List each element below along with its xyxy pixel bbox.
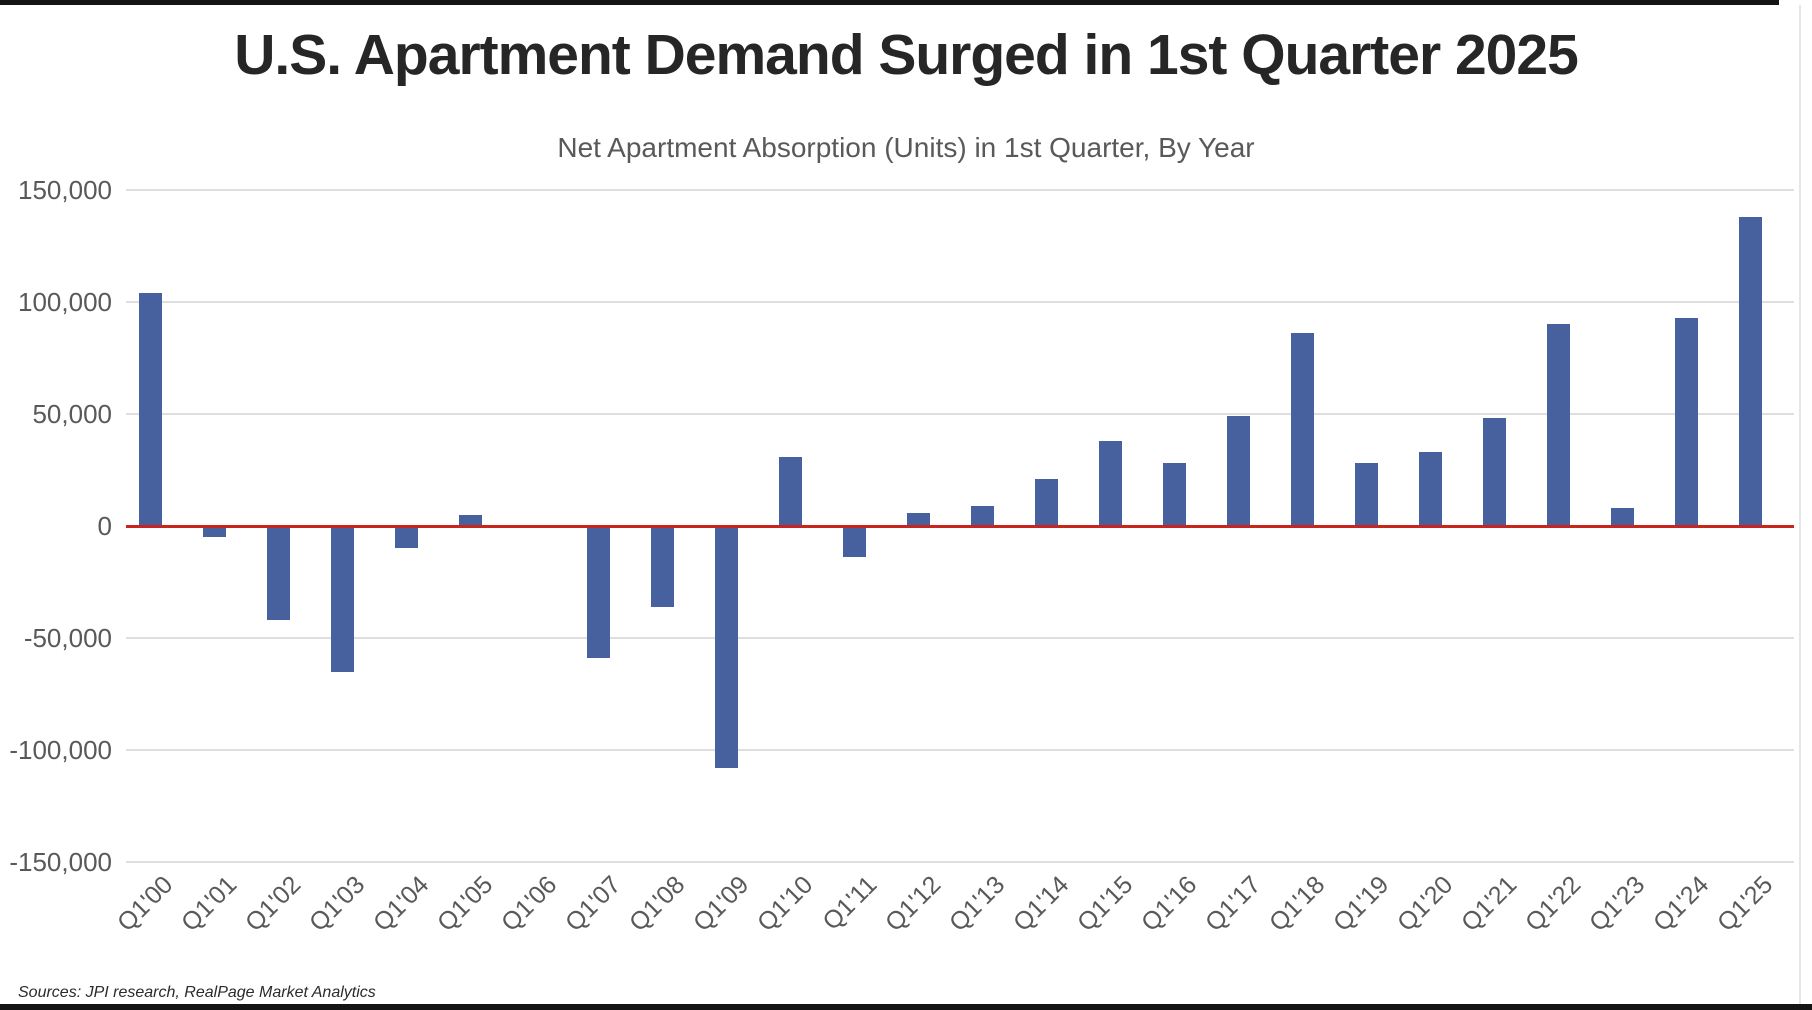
- x-axis-label-q1-15: Q1'15: [1071, 870, 1139, 938]
- bar-q1-11: [842, 526, 866, 558]
- x-axis-label-q1-06: Q1'06: [495, 870, 563, 938]
- y-axis-label-50000: 50,000: [32, 399, 112, 429]
- bar-q1-09: [714, 526, 738, 768]
- bar-q1-07: [586, 526, 610, 659]
- x-axis-label-q1-08: Q1'08: [623, 870, 691, 938]
- bar-q1-12: [906, 512, 930, 526]
- bar-q1-17: [1226, 416, 1250, 526]
- x-axis-label-q1-13: Q1'13: [943, 870, 1011, 938]
- x-axis-label-q1-20: Q1'20: [1391, 870, 1459, 938]
- x-axis-label-q1-21: Q1'21: [1455, 870, 1523, 938]
- x-axis-label-q1-23: Q1'23: [1583, 870, 1651, 938]
- x-axis-label-q1-12: Q1'12: [879, 870, 947, 938]
- bar-q1-21: [1482, 418, 1506, 526]
- y-axis-label--100000: -100,000: [9, 735, 112, 765]
- x-axis-label-q1-04: Q1'04: [367, 870, 435, 938]
- bar-q1-13: [970, 505, 994, 526]
- bar-q1-10: [778, 456, 802, 526]
- gridline-100000: [126, 301, 1794, 303]
- x-axis-label-q1-11: Q1'11: [817, 870, 883, 936]
- y-axis-label-150000: 150,000: [18, 175, 112, 205]
- bar-q1-08: [650, 526, 674, 607]
- x-axis-label-q1-01: Q1'01: [175, 870, 243, 938]
- x-axis-label-q1-09: Q1'09: [687, 870, 755, 938]
- x-axis-label-q1-02: Q1'02: [239, 870, 307, 938]
- bar-q1-16: [1162, 463, 1186, 526]
- bar-q1-14: [1034, 478, 1058, 526]
- x-axis-label-q1-19: Q1'19: [1327, 870, 1395, 938]
- bar-q1-04: [394, 526, 418, 549]
- gridline-50000: [126, 413, 1794, 415]
- y-axis-label--50000: -50,000: [23, 623, 112, 653]
- y-axis-label--150000: -150,000: [9, 847, 112, 877]
- top-edge-strip: [0, 0, 1779, 5]
- bar-q1-01: [202, 526, 226, 538]
- bar-q1-23: [1610, 508, 1634, 526]
- chart-title: U.S. Apartment Demand Surged in 1st Quar…: [234, 23, 1579, 87]
- y-axis-label-100000: 100,000: [18, 287, 112, 317]
- x-axis-label-q1-16: Q1'16: [1135, 870, 1203, 938]
- bar-q1-03: [330, 526, 354, 672]
- bar-q1-00: [138, 293, 162, 526]
- gridline--100000: [126, 749, 1794, 751]
- x-axis-label-q1-22: Q1'22: [1519, 870, 1587, 938]
- x-axis-label-q1-10: Q1'10: [751, 870, 819, 938]
- gridline--50000: [126, 637, 1794, 639]
- bar-q1-15: [1098, 440, 1122, 526]
- bar-q1-25: [1738, 216, 1762, 526]
- gridline--150000: [126, 861, 1794, 863]
- x-axis-label-q1-00: Q1'00: [111, 870, 179, 938]
- bar-q1-20: [1418, 452, 1442, 526]
- bar-q1-18: [1290, 333, 1314, 526]
- x-axis-label-q1-03: Q1'03: [303, 870, 371, 938]
- x-axis-label-q1-25: Q1'25: [1711, 870, 1779, 938]
- bar-q1-02: [266, 526, 290, 621]
- bar-q1-05: [458, 514, 482, 526]
- x-axis-label-q1-18: Q1'18: [1263, 870, 1331, 938]
- x-axis-label-q1-24: Q1'24: [1647, 870, 1715, 938]
- bar-q1-22: [1546, 324, 1570, 526]
- bar-q1-19: [1354, 463, 1378, 526]
- source-note: Sources: JPI research, RealPage Market A…: [18, 984, 376, 1001]
- right-edge-hairline: [1799, 5, 1801, 1004]
- x-axis-label-q1-05: Q1'05: [431, 870, 499, 938]
- gridline-150000: [126, 189, 1794, 191]
- y-axis-label-0: 0: [97, 511, 112, 541]
- x-axis-label-q1-07: Q1'07: [559, 870, 627, 938]
- x-axis-label-q1-14: Q1'14: [1007, 870, 1075, 938]
- chart-subtitle: Net Apartment Absorption (Units) in 1st …: [557, 132, 1255, 163]
- bar-q1-24: [1674, 317, 1698, 526]
- bottom-edge-strip: [0, 1004, 1812, 1010]
- x-axis-label-q1-17: Q1'17: [1199, 870, 1267, 938]
- zero-baseline: [126, 525, 1794, 528]
